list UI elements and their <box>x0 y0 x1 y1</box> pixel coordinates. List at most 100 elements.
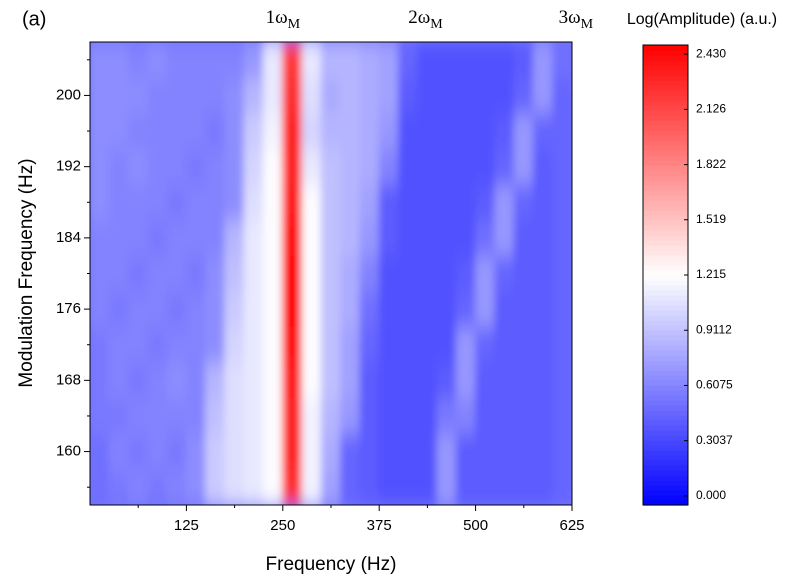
colorbar-band <box>643 240 688 246</box>
heatmap-cell <box>475 255 496 292</box>
heatmap-cell <box>243 112 265 150</box>
heatmap-cell <box>224 326 245 364</box>
heatmap-cell <box>552 255 572 292</box>
colorbar-tick-label: 1.822 <box>696 157 726 171</box>
heatmap-cell <box>532 255 554 292</box>
harmonic-subscript: M <box>288 17 301 32</box>
heatmap-cell <box>455 397 477 435</box>
heatmap-cell <box>340 433 361 470</box>
colorbar-band <box>643 305 688 311</box>
heatmap-cell <box>397 148 419 185</box>
heatmap-cell <box>166 255 187 292</box>
heatmap-cell <box>552 290 572 328</box>
heatmap-cell <box>340 397 361 435</box>
colorbar-band <box>643 485 688 491</box>
colorbar-band <box>643 280 688 286</box>
colorbar-band <box>643 265 688 271</box>
y-tick-label: 192 <box>56 158 81 175</box>
heatmap-cell <box>205 183 226 221</box>
heatmap-cell <box>436 112 457 150</box>
heatmap-cell <box>147 148 168 185</box>
heatmap-cell <box>243 468 265 505</box>
heatmap-cell <box>128 112 149 150</box>
heatmap-cell <box>513 42 534 79</box>
heatmap-cell <box>397 183 419 221</box>
heatmap-cell <box>224 42 245 79</box>
heatmap-cell <box>185 326 207 364</box>
colorbar-band <box>643 225 688 231</box>
harmonic-label: 1ωM <box>266 7 301 32</box>
colorbar-band <box>643 255 688 261</box>
heatmap-cell <box>185 468 207 505</box>
heatmap-cell <box>513 255 534 292</box>
colorbar-band <box>643 385 688 391</box>
heatmap-cell <box>320 362 342 399</box>
heatmap-cell <box>513 148 534 185</box>
colorbar-band <box>643 300 688 306</box>
heatmap-cell <box>340 290 361 328</box>
colorbar-band <box>643 375 688 381</box>
heatmap-cell <box>532 77 554 114</box>
heatmap-cell <box>243 42 265 79</box>
heatmap-cell <box>513 290 534 328</box>
heatmap-cell <box>532 397 554 435</box>
heatmap-cell <box>243 397 265 435</box>
heatmap-cell <box>301 397 322 435</box>
heatmap-cell <box>494 255 515 292</box>
heatmap-cell <box>359 468 380 505</box>
colorbar-band <box>643 470 688 476</box>
colorbar-band <box>643 200 688 206</box>
heatmap-cell <box>108 468 130 505</box>
colorbar-band <box>643 490 688 496</box>
colorbar-band <box>643 110 688 116</box>
heatmap-cell <box>417 148 438 185</box>
plot-area <box>90 42 572 505</box>
heatmap-cell <box>455 255 477 292</box>
heatmap-cell <box>436 362 457 399</box>
heatmap-cell <box>417 77 438 114</box>
heatmap-cell <box>108 42 130 79</box>
heatmap-cell <box>282 290 303 328</box>
heatmap-cell <box>90 42 110 79</box>
colorbar-band <box>643 135 688 141</box>
heatmap-cell <box>359 183 380 221</box>
x-axis-label: Frequency (Hz) <box>266 554 397 575</box>
heatmap-cell <box>513 219 534 257</box>
harmonic-text: 1ω <box>266 7 288 28</box>
heatmap-cell <box>243 183 265 221</box>
colorbar-band <box>643 355 688 361</box>
heatmap-cell <box>282 362 303 399</box>
colorbar-band <box>643 410 688 416</box>
heatmap-cell <box>90 326 110 364</box>
colorbar-band <box>643 330 688 336</box>
heatmap-cell <box>90 433 110 470</box>
colorbar-tick-label: 0.9112 <box>696 322 732 336</box>
colorbar-band <box>643 295 688 301</box>
heatmap-cell <box>475 112 496 150</box>
colorbar-band <box>643 440 688 446</box>
heatmap-cell <box>166 362 187 399</box>
heatmap-cell <box>340 219 361 257</box>
heatmap-cell <box>397 255 419 292</box>
colorbar-band <box>643 235 688 241</box>
heatmap-cell <box>128 42 149 79</box>
colorbar-band <box>643 145 688 151</box>
heatmap-cell <box>224 77 245 114</box>
colorbar-band <box>643 435 688 441</box>
heatmap-cell <box>340 468 361 505</box>
heatmap-cell <box>147 42 168 79</box>
heatmap-cell <box>397 112 419 150</box>
heatmap-cell <box>532 183 554 221</box>
heatmap-cell <box>359 77 380 114</box>
heatmap-cell <box>108 326 130 364</box>
heatmap-cell <box>397 397 419 435</box>
heatmap-cell <box>224 290 245 328</box>
heatmap-cell <box>224 148 245 185</box>
heatmap-cell <box>552 77 572 114</box>
heatmap-cell <box>263 219 284 257</box>
heatmap-cell <box>513 183 534 221</box>
colorbar-band <box>643 95 688 101</box>
colorbar-band <box>643 405 688 411</box>
heatmap-cell <box>378 397 399 435</box>
heatmap-cell <box>185 112 207 150</box>
